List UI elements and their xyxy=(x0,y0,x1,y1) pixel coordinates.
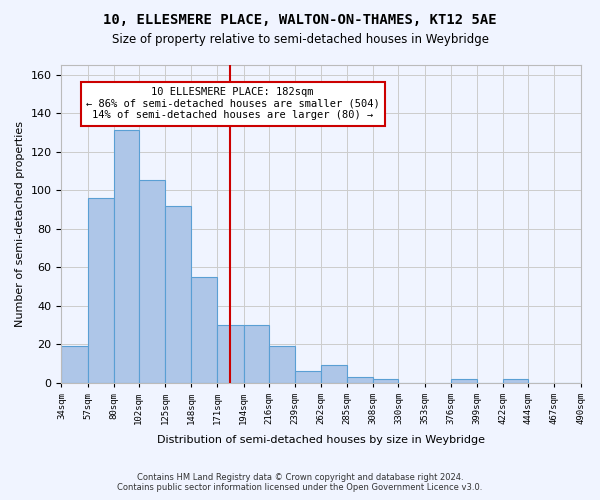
Bar xyxy=(347,377,373,382)
Bar xyxy=(373,379,398,382)
Bar xyxy=(191,276,217,382)
Bar xyxy=(321,366,347,382)
Text: 10 ELLESMERE PLACE: 182sqm
← 86% of semi-detached houses are smaller (504)
14% o: 10 ELLESMERE PLACE: 182sqm ← 86% of semi… xyxy=(86,87,380,120)
Bar xyxy=(165,206,191,382)
Bar xyxy=(114,130,139,382)
Bar xyxy=(139,180,165,382)
Bar xyxy=(61,346,88,383)
Bar xyxy=(217,325,244,382)
Bar xyxy=(503,379,528,382)
Bar xyxy=(295,371,321,382)
Bar xyxy=(451,379,477,382)
Text: Size of property relative to semi-detached houses in Weybridge: Size of property relative to semi-detach… xyxy=(112,32,488,46)
Y-axis label: Number of semi-detached properties: Number of semi-detached properties xyxy=(15,121,25,327)
Bar xyxy=(244,325,269,382)
Bar xyxy=(88,198,114,382)
X-axis label: Distribution of semi-detached houses by size in Weybridge: Distribution of semi-detached houses by … xyxy=(157,435,485,445)
Bar xyxy=(269,346,295,383)
Text: Contains HM Land Registry data © Crown copyright and database right 2024.
Contai: Contains HM Land Registry data © Crown c… xyxy=(118,473,482,492)
Text: 10, ELLESMERE PLACE, WALTON-ON-THAMES, KT12 5AE: 10, ELLESMERE PLACE, WALTON-ON-THAMES, K… xyxy=(103,12,497,26)
